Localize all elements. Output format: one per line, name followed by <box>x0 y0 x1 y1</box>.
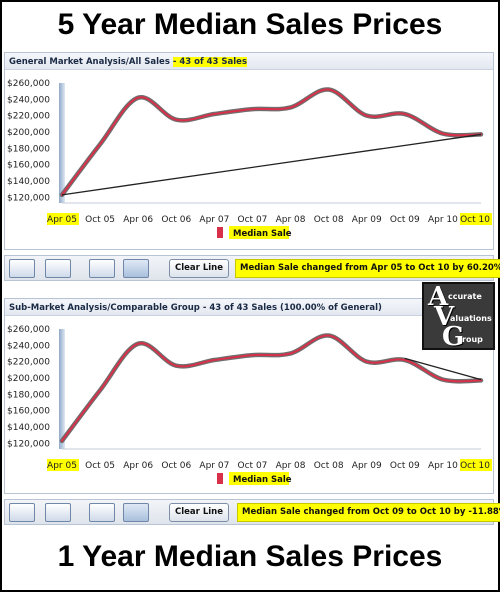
presentation-icon[interactable] <box>9 259 35 278</box>
x-tick-label: Apr 05 <box>47 461 77 471</box>
x-tick-highlight <box>47 213 79 225</box>
y-tick-label: $220,000 <box>7 112 50 122</box>
legend-label: Median Sale <box>233 475 292 485</box>
logo-letter-v: V <box>434 302 455 332</box>
legend-label: Median Sale <box>233 229 292 239</box>
line-chart-icon[interactable] <box>123 503 149 522</box>
y-tick-label: $180,000 <box>7 144 50 154</box>
x-tick-label: Oct 07 <box>238 461 268 471</box>
clear-line-button[interactable]: Clear Line <box>169 503 229 522</box>
y-tick-label: $200,000 <box>7 128 50 138</box>
x-tick-highlight <box>460 213 492 225</box>
series-line-median-sale <box>61 334 482 442</box>
series-line-median-sale <box>61 88 482 196</box>
legend-highlight <box>229 472 289 485</box>
x-tick-label: Apr 08 <box>276 461 306 471</box>
panel-title: General Market Analysis/All Sales <box>9 57 170 67</box>
line-chart-icon[interactable] <box>123 259 149 278</box>
pie-chart-icon[interactable] <box>89 259 115 278</box>
clear-line-button[interactable]: Clear Line <box>169 259 229 278</box>
x-tick-label: Oct 05 <box>85 461 115 471</box>
x-tick-label: Oct 10 <box>460 461 490 471</box>
y-axis-bar <box>59 83 65 203</box>
x-tick-label: Oct 08 <box>314 215 344 225</box>
legend-highlight <box>229 226 289 239</box>
logo-letter-a: A <box>428 282 449 312</box>
logo-letter-g: G <box>442 322 465 352</box>
trend-line <box>61 133 482 196</box>
series-line-shadow <box>59 87 484 198</box>
pie-chart-icon[interactable] <box>89 503 115 522</box>
table-icon[interactable] <box>45 503 71 522</box>
x-tick-label: Oct 06 <box>161 461 191 471</box>
x-tick-label: Apr 08 <box>276 215 306 225</box>
median-sales-chart-1yr: $260,000 $240,000 $220,000 $200,000 $180,000… <box>7 325 492 485</box>
y-tick-label: $240,000 <box>7 95 50 105</box>
y-tick-label: $140,000 <box>7 177 50 187</box>
legend-swatch <box>217 227 223 238</box>
x-tick-label: Apr 09 <box>352 215 382 225</box>
panel-header: General Market Analysis/All Sales - 43 o… <box>5 53 493 70</box>
trend-line <box>404 357 482 381</box>
y-tick-label: $120,000 <box>7 193 50 203</box>
y-tick-label: $260,000 <box>7 79 50 89</box>
x-tick-label: Apr 05 <box>47 215 77 225</box>
x-tick-highlight <box>47 459 79 471</box>
x-tick-label: Apr 09 <box>352 461 382 471</box>
y-tick-label: $240,000 <box>7 341 50 351</box>
x-tick-label: Oct 09 <box>390 215 420 225</box>
x-tick-label: Apr 10 <box>428 215 458 225</box>
x-tick-label: Oct 06 <box>161 215 191 225</box>
top-title: 5 Year Median Sales Prices <box>57 8 443 41</box>
toolbar-sub-market: Clear Line Median Sale changed from Oct … <box>4 499 500 525</box>
x-tick-highlight <box>460 459 492 471</box>
y-axis-bar <box>59 329 65 449</box>
x-tick-label: Oct 05 <box>85 215 115 225</box>
y-tick-label: $160,000 <box>7 407 50 417</box>
bottom-title: 1 Year Median Sales Prices <box>57 540 443 573</box>
x-tick-label: Oct 09 <box>390 461 420 471</box>
logo-word-3: roup <box>462 335 483 344</box>
median-sales-chart-5yr: $260,000 $240,000 $220,000 $200,000 $180,000… <box>7 79 492 239</box>
y-tick-label: $220,000 <box>7 358 50 368</box>
y-tick-label: $260,000 <box>7 325 50 335</box>
x-tick-label: Apr 06 <box>123 215 153 225</box>
avg-logo: A ccurate V aluations G roup <box>422 282 495 352</box>
panel-title: Sub-Market Analysis/Comparable Group - 4… <box>9 303 382 313</box>
logo-word-1: ccurate <box>448 292 482 301</box>
sub-market-panel: Sub-Market Analysis/Comparable Group - 4… <box>4 298 494 494</box>
status-message: Median Sale changed from Apr 05 to Oct 1… <box>235 259 500 278</box>
presentation-icon[interactable] <box>9 503 35 522</box>
y-tick-label: $160,000 <box>7 161 50 171</box>
status-message: Median Sale changed from Oct 09 to Oct 1… <box>237 503 500 522</box>
x-tick-label: Apr 10 <box>428 461 458 471</box>
legend-swatch <box>217 473 223 484</box>
series-line-shadow <box>59 333 484 444</box>
panel-title-highlight: - 43 of 43 Sales <box>172 57 247 67</box>
logo-word-2: aluations <box>450 314 492 323</box>
toolbar-general: Clear Line Median Sale changed from Apr … <box>4 255 500 281</box>
y-tick-label: $140,000 <box>7 423 50 433</box>
table-icon[interactable] <box>45 259 71 278</box>
panel-header: Sub-Market Analysis/Comparable Group - 4… <box>5 299 493 316</box>
y-tick-label: $180,000 <box>7 390 50 400</box>
x-tick-label: Oct 10 <box>460 215 490 225</box>
x-tick-label: Apr 06 <box>123 461 153 471</box>
x-tick-label: Oct 07 <box>238 215 268 225</box>
y-tick-label: $120,000 <box>7 439 50 449</box>
y-tick-label: $200,000 <box>7 374 50 384</box>
x-tick-label: Oct 08 <box>314 461 344 471</box>
general-market-panel: General Market Analysis/All Sales - 43 o… <box>4 52 494 250</box>
x-tick-label: Apr 07 <box>199 461 229 471</box>
x-tick-label: Apr 07 <box>199 215 229 225</box>
